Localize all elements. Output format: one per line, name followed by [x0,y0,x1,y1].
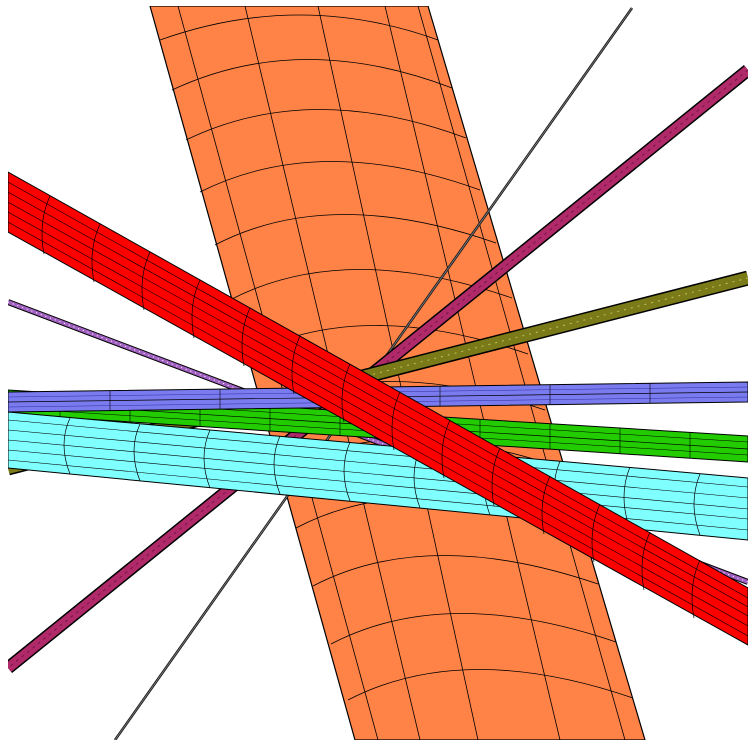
red-tube [8,171,748,646]
